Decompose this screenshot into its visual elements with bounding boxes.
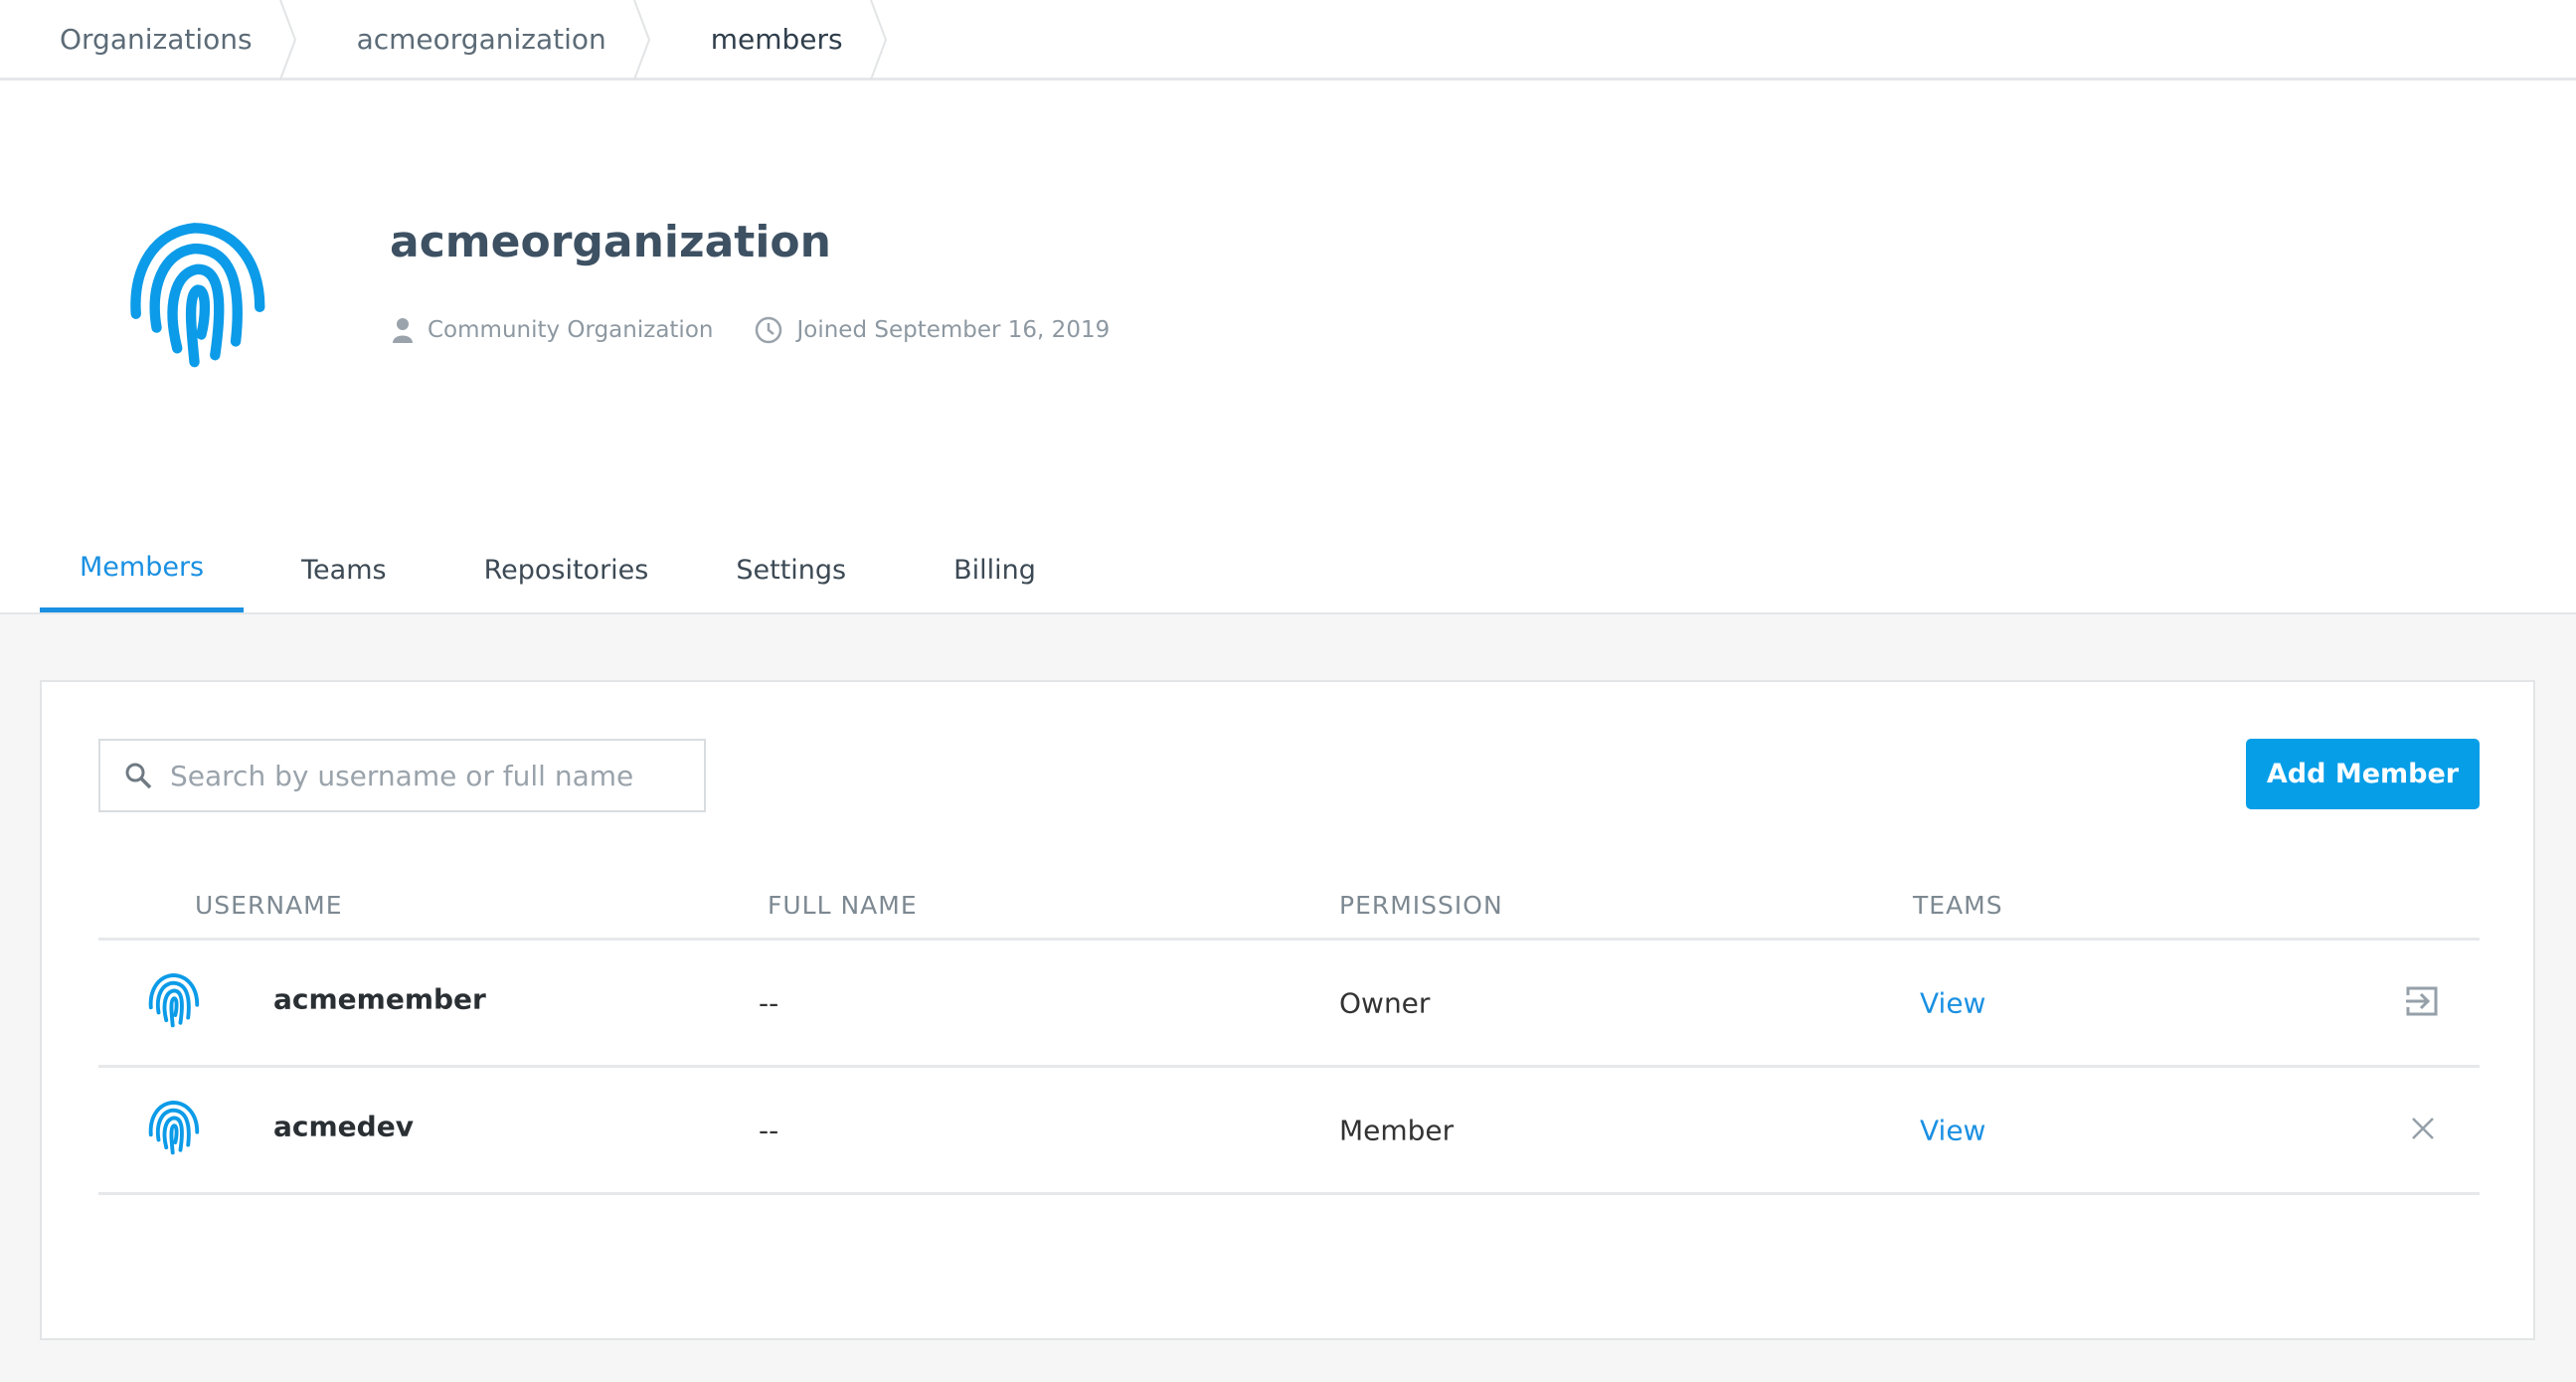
chevron-separator-icon [278,0,296,80]
members-panel: Add Member USERNAME FULL NAME PERMISSION… [40,680,2535,1340]
tab-teams[interactable]: Teams [301,554,387,586]
search-box[interactable] [98,739,706,812]
user-avatar-fingerprint-icon [143,968,205,1037]
header-username: USERNAME [195,891,343,920]
header-teams: TEAMS [1913,891,2003,920]
breadcrumb-org[interactable]: acmeorganization [297,0,651,80]
table-header: USERNAME FULL NAME PERMISSION TEAMS [98,871,2480,941]
org-meta: Community Organization Joined September … [392,316,1110,344]
teams-view-link[interactable]: View [1920,1114,1986,1146]
chevron-separator-icon [869,0,887,80]
user-avatar-fingerprint-icon [143,1096,205,1164]
full-name: -- [759,986,779,1019]
full-name: -- [759,1114,779,1146]
org-type: Community Organization [428,317,714,343]
crumb-label: acmeorganization [356,22,606,56]
user-icon [393,318,413,343]
org-header: Organizations acmeorganization members a… [0,0,2576,614]
username[interactable]: acmedev [273,1110,414,1142]
table-row: acmemember -- Owner View [98,941,2480,1068]
permission: Member [1339,1114,1455,1146]
teams-view-link[interactable]: View [1920,986,1986,1019]
org-joined-date: Joined September 16, 2019 [796,317,1111,343]
org-tabs: Members Teams Repositories Settings Bill… [40,527,1076,614]
header-full-name: FULL NAME [768,891,918,920]
close-icon[interactable] [2411,1117,2435,1144]
table-row: acmedev -- Member View [98,1068,2480,1195]
tab-settings[interactable]: Settings [736,554,847,586]
org-name: acmeorganization [390,217,831,267]
org-avatar-fingerprint-icon [114,211,281,380]
chevron-separator-icon [632,0,650,80]
username[interactable]: acmemember [273,982,486,1015]
leave-icon[interactable] [2405,985,2439,1021]
clock-icon [756,316,782,344]
search-input[interactable] [170,759,687,792]
crumb-label: members [710,22,843,56]
breadcrumb-members[interactable]: members [651,0,888,80]
tab-billing[interactable]: Billing [953,554,1036,586]
members-table: USERNAME FULL NAME PERMISSION TEAMS acme… [98,871,2480,1195]
tab-repositories[interactable]: Repositories [483,554,649,586]
permission: Owner [1339,986,1431,1019]
search-icon [125,763,152,789]
header-permission: PERMISSION [1339,891,1503,920]
tab-members[interactable]: Members [40,527,245,612]
breadcrumb: Organizations acmeorganization members [0,0,2576,81]
breadcrumb-organizations[interactable]: Organizations [0,0,297,80]
add-member-button[interactable]: Add Member [2246,739,2480,809]
crumb-label: Organizations [60,22,253,56]
